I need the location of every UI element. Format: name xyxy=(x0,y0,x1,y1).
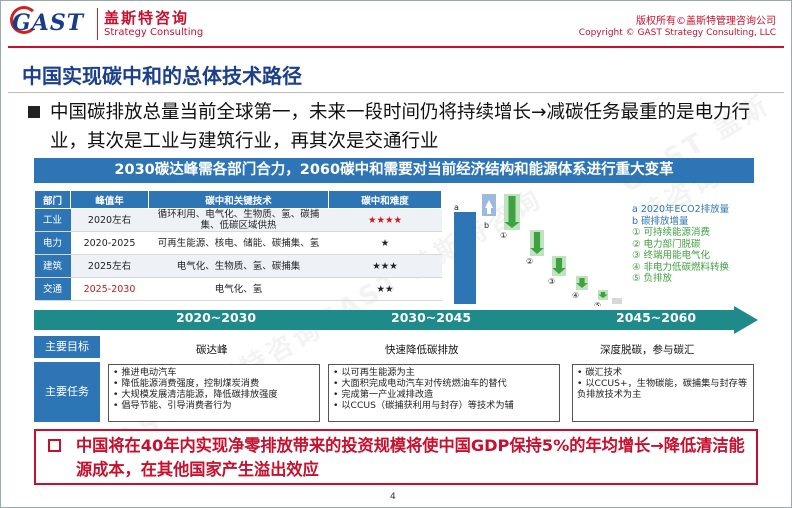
table-header: 碳中和难度 xyxy=(328,190,442,209)
peak-year-cell: 2025-2030 xyxy=(70,277,149,301)
period-label: 2020~2030 xyxy=(176,310,257,325)
table-header: 部门 xyxy=(34,190,71,209)
brand-name-en: Strategy Consulting xyxy=(104,27,204,38)
summary-banner: 2030碳达峰需各部门合力，2060碳中和需要对当前经济结构和能源体系进行重大变… xyxy=(34,158,754,183)
table-row: 建筑 2025左右 电气化、生物质、氢、碳捕集 ★★★ xyxy=(34,254,442,278)
table-row: 交通 2025-2030 电气化、氢 ★★ xyxy=(34,277,442,301)
legend-item: ③ 终端用能电气化 xyxy=(632,250,711,261)
down-arrow-icon xyxy=(530,232,544,254)
bar-a xyxy=(454,212,476,304)
waterfall-legend: a 2020年ECO2排放量 b 碳排放增量 ① 可持续能源消费 ② 电力部门脱… xyxy=(632,204,729,285)
goal-row-label: 主要目标 xyxy=(34,336,100,358)
legend-item: ① 可持续能源消费 xyxy=(632,227,711,238)
step-label: ② xyxy=(526,257,533,266)
table-row: 电力 2020-2025 可再生能源、核电、储能、碳捕集、氢 ★ xyxy=(34,231,442,255)
key-tech-cell: 可再生能源、核电、储能、碳捕集、氢 xyxy=(148,231,329,255)
peak-year-cell: 2020左右 xyxy=(70,208,149,232)
legend-item: a 2020年ECO2排放量 xyxy=(632,204,730,215)
residual-bar xyxy=(612,298,622,304)
peak-year-cell: 2020-2025 xyxy=(70,231,149,255)
difficulty-cell: ★★ xyxy=(328,277,442,301)
task-box-2045: 碳汇技术 以CCUS+，生物碳能，碳捕集与封存等负排放技术为主 xyxy=(572,364,754,422)
legend-item: ② 电力部门脱碳 xyxy=(632,238,701,250)
down-arrow-icon xyxy=(504,196,520,228)
period-label: 2045~2060 xyxy=(616,310,697,325)
difficulty-cell: ★★★★ xyxy=(328,208,442,232)
task-item: 以CCUS+，生物碳能，碳捕集与封存等负排放技术为主 xyxy=(577,378,749,400)
step-label: ① xyxy=(500,231,507,240)
task-item: 大面积完成电动汽车对传统燃油车的替代 xyxy=(333,378,555,389)
task-item: 降低能源消费强度，控制煤炭消费 xyxy=(113,378,315,389)
task-item: 倡导节能、引导消费者行为 xyxy=(113,400,315,411)
bar-a-label: a xyxy=(454,203,459,212)
timeline-arrow xyxy=(34,306,758,334)
brand-divider xyxy=(97,8,98,40)
header-rule xyxy=(8,46,784,48)
legend-item: ⑤ 负排放 xyxy=(632,273,673,284)
period-label: 2030~2045 xyxy=(391,310,472,325)
down-arrow-icon xyxy=(552,258,566,274)
sector-cell: 交通 xyxy=(34,277,71,301)
table-row: 工业 2020左右 循环利用、电气化、生物质、氢、碳捕集、低碳区域供热 ★★★★ xyxy=(34,208,442,232)
main-point: 中国碳排放总量当前全球第一，未来一段时间仍将持续增长→减碳任务最重的是电力行业，… xyxy=(50,102,751,152)
table-header: 峰值年 xyxy=(70,190,149,209)
goal-text: 碳达峰 xyxy=(196,344,228,356)
task-item: 以可再生能源为主 xyxy=(333,367,555,378)
company-logo: GAST xyxy=(10,4,92,44)
task-item: 推进电动汽车 xyxy=(113,367,315,378)
down-arrow-icon xyxy=(598,292,608,298)
task-row-label: 主要任务 xyxy=(34,362,100,422)
peak-year-cell: 2025左右 xyxy=(70,254,149,278)
copyright-cn: 版权所有©盖斯特管理咨询公司 xyxy=(636,16,776,27)
brand-name-cn: 盖斯特咨询 xyxy=(104,9,190,27)
key-tech-cell: 循环利用、电气化、生物质、氢、碳捕集、低碳区域供热 xyxy=(148,208,329,232)
task-item: 碳汇技术 xyxy=(577,367,749,378)
bar-b-label: b xyxy=(484,221,489,230)
task-item: 完成第一产业减排改造 xyxy=(333,389,555,400)
legend-item: ④ 非电力低碳燃料转换 xyxy=(632,261,730,273)
sector-cell: 建筑 xyxy=(34,254,71,278)
difficulty-cell: ★ xyxy=(328,231,442,255)
goal-text: 深度脱碳，参与碳汇 xyxy=(600,344,695,356)
task-item: 以CCUS（碳捕获利用与封存）等技术为辅 xyxy=(333,400,555,411)
conclusion-box: 中国将在40年内实现净零排放带来的投资规模将使中国GDP保持5%的年均增长→降低… xyxy=(34,429,758,485)
up-arrow-icon xyxy=(485,200,493,214)
step-label: ③ xyxy=(548,277,555,286)
step-label: ④ xyxy=(572,291,579,300)
down-arrow-icon xyxy=(576,278,588,288)
goal-text: 快速降低碳排放 xyxy=(385,344,459,356)
table-header-row: 部门 峰值年 碳中和关键技术 碳中和难度 xyxy=(34,190,442,209)
bullet-square-icon xyxy=(28,106,40,118)
task-item: 大规模发展清洁能源，降低碳排放强度 xyxy=(113,389,315,400)
task-box-2020: 推进电动汽车 降低能源消费强度，控制煤炭消费 大规模发展清洁能源，降低碳排放强度… xyxy=(108,364,320,422)
table-header: 碳中和关键技术 xyxy=(148,190,329,209)
difficulty-cell: ★★★ xyxy=(328,254,442,278)
legend-item: b 碳排放增量 xyxy=(632,215,689,227)
hollow-square-icon xyxy=(48,439,61,452)
title-rule xyxy=(8,92,784,93)
sector-cell: 电力 xyxy=(34,231,71,255)
sector-cell: 工业 xyxy=(34,208,71,232)
task-box-2030: 以可再生能源为主 大面积完成电动汽车对传统燃油车的替代 完成第一产业减排改造 以… xyxy=(328,364,560,422)
page-number: 4 xyxy=(390,492,396,502)
sector-table: 部门 峰值年 碳中和关键技术 碳中和难度 工业 2020左右 循环利用、电气化、生物… xyxy=(34,190,442,301)
key-tech-cell: 电气化、生物质、氢、碳捕集 xyxy=(148,254,329,278)
emission-waterfall-chart: a b ① ② ③ ④ ⑤ xyxy=(454,194,622,306)
key-tech-cell: 电气化、氢 xyxy=(148,277,329,301)
slide-title: 中国实现碳中和的总体技术路径 xyxy=(22,64,302,88)
copyright-en: Copyright © GAST Strategy Consulting, LL… xyxy=(578,28,776,38)
step-label: ⑤ xyxy=(594,301,601,306)
conclusion-text: 中国将在40年内实现净零排放带来的投资规模将使中国GDP保持5%的年均增长→降低… xyxy=(76,436,745,479)
